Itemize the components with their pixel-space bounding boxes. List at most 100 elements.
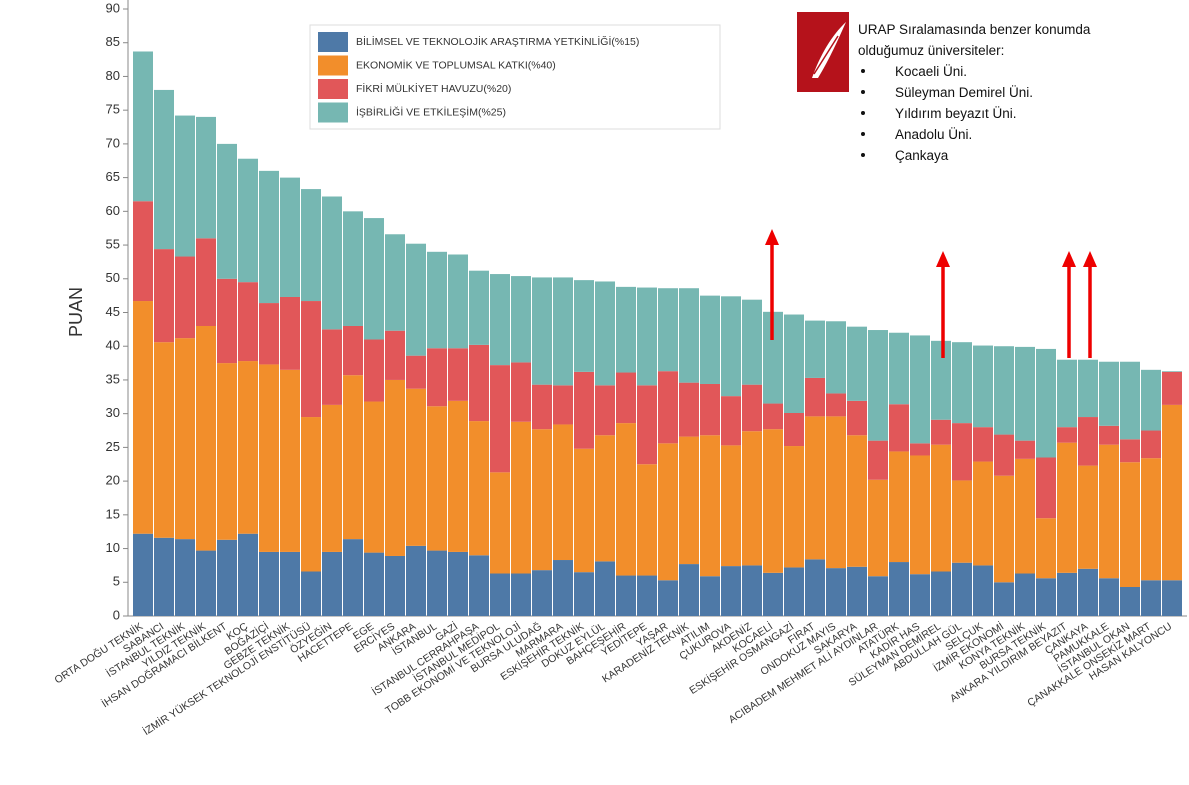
bullet [861, 69, 865, 73]
y-tick-label: 40 [106, 338, 120, 353]
bar-segment [1078, 417, 1098, 466]
bar-segment [1078, 465, 1098, 569]
bar-segment [490, 365, 510, 473]
bar-segment [448, 400, 468, 552]
bar-segment [364, 339, 384, 402]
bar-segment [700, 435, 720, 577]
bar-segment [1120, 439, 1140, 463]
bar-segment [427, 251, 447, 349]
legend-box [309, 24, 721, 130]
bar-segment [763, 311, 783, 404]
bar-segment [343, 211, 363, 326]
bar-segment [1120, 586, 1140, 616]
bar-segment [511, 421, 531, 574]
annotation-box [795, 0, 1185, 108]
bar-segment [175, 256, 195, 339]
bar-segment [553, 385, 573, 425]
bar-segment [448, 254, 468, 349]
bar-segment [805, 559, 825, 616]
annotation-text: olduğumuz üniversiteler: [858, 43, 1004, 58]
bar-segment [238, 361, 258, 534]
bar-segment [679, 288, 699, 383]
bar-segment [217, 363, 237, 540]
bar-segment [511, 362, 531, 422]
bullet [861, 111, 865, 115]
bar-segment [217, 539, 237, 616]
annotation-bullet: Anadolu Üni. [895, 127, 972, 142]
annotation-bullet: Yıldırım beyazıt Üni. [895, 106, 1017, 121]
bar-segment [1141, 458, 1161, 581]
bar-segment [448, 551, 468, 616]
bar-segment [301, 189, 321, 302]
y-tick-label: 60 [106, 203, 120, 218]
y-tick-label: 25 [106, 439, 120, 454]
y-tick-label: 70 [106, 135, 120, 150]
bar-segment [931, 444, 951, 572]
bar-segment [616, 286, 636, 373]
bar-segment [826, 393, 846, 417]
bar-segment [931, 340, 951, 420]
legend-label: EKONOMİK VE TOPLUMSAL KATKI(%40) [356, 58, 556, 71]
bar-segment [994, 346, 1014, 435]
bar-segment [784, 314, 804, 413]
bar-segment [1036, 348, 1056, 458]
bar-segment [658, 288, 678, 372]
bar-segment [1141, 430, 1161, 459]
bar-segment [1099, 425, 1119, 445]
bar-segment [343, 539, 363, 616]
bar-segment [175, 338, 195, 540]
bar-segment [721, 296, 741, 397]
bar-segment [469, 344, 489, 422]
bar-segment [196, 325, 216, 551]
bar-segment [952, 480, 972, 563]
legend-swatch [318, 102, 348, 123]
bar-segment [1015, 346, 1035, 441]
bar-segment [448, 348, 468, 401]
bar-segment [196, 550, 216, 616]
y-tick-label: 0 [113, 607, 120, 622]
bar-segment [406, 545, 426, 616]
bar-segment [658, 443, 678, 581]
bar-segment [595, 435, 615, 562]
bar-segment [553, 560, 573, 616]
bar-segment [133, 51, 153, 202]
bar-segment [658, 580, 678, 616]
y-tick-label: 15 [106, 506, 120, 521]
bar-segment [322, 404, 342, 552]
bar-segment [784, 446, 804, 568]
legend-swatch [318, 55, 348, 76]
bar-segment [805, 416, 825, 560]
bar-segment [910, 443, 930, 456]
bar-segment [1057, 572, 1077, 616]
bar-segment [721, 396, 741, 446]
bar-segment [490, 472, 510, 574]
bar-segment [763, 572, 783, 616]
bar-segment [784, 412, 804, 447]
bar-segment [826, 321, 846, 394]
bar-segment [889, 562, 909, 616]
bar-segment [280, 551, 300, 616]
y-tick-label: 50 [106, 270, 120, 285]
logo [797, 12, 849, 92]
bar-segment [679, 382, 699, 437]
bar-segment [721, 566, 741, 616]
bar-segment [427, 406, 447, 551]
bar-segment [364, 218, 384, 340]
bar-segment [1078, 359, 1098, 418]
bar-segment [847, 435, 867, 567]
bar-segment [784, 567, 804, 616]
bar-segment [931, 571, 951, 616]
bar-segment [1162, 371, 1182, 372]
bar-segment [217, 278, 237, 364]
bar-segment [595, 281, 615, 386]
bar-segment [322, 329, 342, 405]
bar-segment [637, 464, 657, 576]
bar-segment [133, 201, 153, 302]
legend-label: BİLİMSEL VE TEKNOLOJİK ARAŞTIRMA YETKİNL… [356, 35, 639, 48]
bar-segment [154, 249, 174, 343]
bar-segment [1078, 568, 1098, 616]
bar-segment [574, 572, 594, 616]
bar-segment [973, 461, 993, 566]
